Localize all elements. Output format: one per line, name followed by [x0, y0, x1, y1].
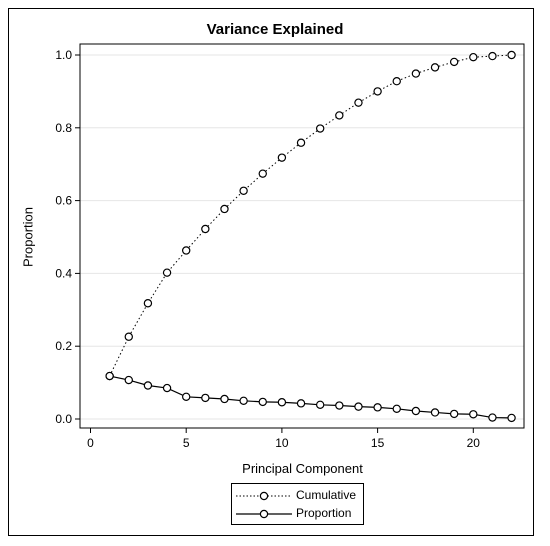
- data-point-proportion: [124, 375, 133, 385]
- data-point-proportion: [277, 398, 287, 407]
- legend-label-cumulative: Cumulative: [296, 488, 357, 502]
- data-point-cumulative: [181, 246, 191, 255]
- data-point-proportion: [143, 381, 153, 390]
- data-point-cumulative: [449, 57, 459, 67]
- legend-swatch-cumulative: [236, 491, 292, 501]
- data-point-cumulative: [239, 186, 248, 195]
- data-point-proportion: [488, 413, 497, 422]
- data-point-cumulative: [373, 87, 382, 96]
- data-point-proportion: [335, 401, 344, 410]
- data-point-cumulative: [335, 111, 344, 120]
- data-point-proportion: [296, 399, 306, 408]
- y-tick-label: 0.4: [55, 266, 72, 280]
- y-axis-label: Proportion: [20, 207, 36, 267]
- data-point-proportion: [315, 400, 325, 410]
- data-point-proportion: [449, 409, 459, 419]
- x-axis-label: Principal Component: [242, 461, 363, 476]
- chart-title: Variance Explained: [206, 21, 344, 38]
- data-point-proportion: [411, 406, 421, 416]
- plot-area-border: [79, 43, 525, 429]
- y-tick-label: 0.2: [55, 339, 72, 353]
- y-tick-label: 0.8: [55, 121, 72, 135]
- series-line-proportion: [109, 375, 512, 419]
- data-point-proportion: [258, 397, 267, 407]
- data-point-cumulative: [296, 138, 306, 147]
- legend-item-proportion: Proportion: [232, 505, 365, 523]
- x-tick-label: 0: [87, 436, 94, 450]
- data-point-cumulative: [124, 332, 133, 341]
- data-point-cumulative: [469, 52, 478, 62]
- data-point-proportion: [201, 393, 210, 403]
- data-point-proportion: [430, 408, 440, 417]
- data-point-cumulative: [488, 51, 497, 61]
- data-point-cumulative: [220, 204, 229, 214]
- legend-swatch-proportion: [236, 509, 292, 519]
- data-point-proportion: [354, 402, 363, 411]
- data-point-cumulative: [143, 299, 153, 308]
- chart-legend: Cumulative Proportion: [231, 483, 364, 525]
- data-point-cumulative: [315, 124, 325, 133]
- data-point-proportion: [181, 392, 191, 401]
- data-point-proportion: [239, 396, 248, 405]
- data-point-cumulative: [392, 77, 401, 86]
- data-point-cumulative: [162, 268, 172, 277]
- y-tick-label: 0.6: [55, 194, 72, 208]
- data-point-cumulative: [411, 69, 421, 78]
- data-point-proportion: [469, 410, 478, 419]
- x-tick-label: 10: [275, 436, 289, 450]
- data-point-proportion: [162, 383, 172, 393]
- data-point-proportion: [220, 394, 229, 404]
- data-point-cumulative: [430, 63, 440, 72]
- legend-item-cumulative: Cumulative: [232, 487, 365, 505]
- series-line-cumulative: [109, 54, 512, 377]
- chart-frame: [8, 8, 534, 536]
- data-point-cumulative: [201, 224, 210, 234]
- data-point-proportion: [507, 413, 516, 423]
- data-point-proportion: [392, 404, 401, 414]
- data-point-proportion: [373, 403, 382, 412]
- x-tick-label: 20: [467, 436, 481, 450]
- data-point-cumulative: [354, 98, 363, 107]
- x-tick-label: 15: [371, 436, 385, 450]
- y-tick-label: 1.0: [55, 48, 72, 62]
- legend-label-proportion: Proportion: [296, 506, 352, 520]
- data-point-cumulative: [507, 50, 516, 60]
- data-point-cumulative: [277, 153, 287, 162]
- data-point-cumulative: [258, 169, 267, 178]
- y-tick-label: 0.0: [55, 412, 72, 426]
- x-tick-label: 5: [183, 436, 190, 450]
- data-point-proportion: [105, 371, 114, 381]
